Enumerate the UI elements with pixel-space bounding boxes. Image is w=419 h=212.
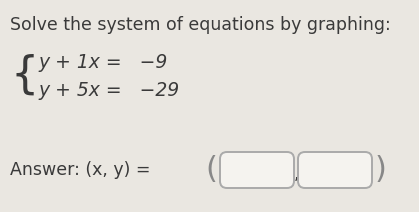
Text: y + 1x =   −9: y + 1x = −9 (38, 53, 167, 71)
Text: ,: , (293, 165, 299, 183)
Text: ): ) (375, 155, 387, 184)
Text: (: ( (205, 155, 217, 184)
Text: Answer: (x, y) =: Answer: (x, y) = (10, 161, 156, 179)
FancyBboxPatch shape (220, 152, 294, 188)
Text: Solve the system of equations by graphing:: Solve the system of equations by graphin… (10, 16, 391, 34)
FancyBboxPatch shape (298, 152, 372, 188)
Text: {: { (10, 53, 38, 96)
Text: y + 5x =   −29: y + 5x = −29 (38, 81, 179, 99)
